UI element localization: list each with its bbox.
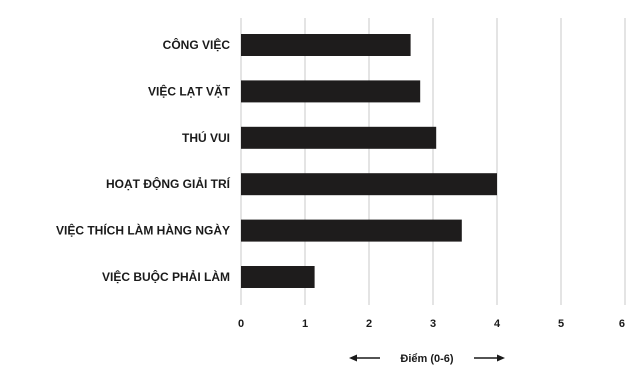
x-tick-label: 0 bbox=[238, 318, 244, 330]
bars bbox=[241, 34, 497, 288]
x-tick-label: 2 bbox=[366, 318, 372, 330]
x-axis-title-group: Điểm (0-6) bbox=[349, 353, 505, 365]
x-tick-label: 4 bbox=[494, 318, 501, 330]
bar bbox=[241, 80, 421, 103]
x-tick-label: 5 bbox=[558, 318, 564, 330]
category-label: THÚ VUI bbox=[182, 130, 230, 145]
bar bbox=[241, 34, 411, 56]
x-tick-labels: 0 1 2 3 4 5 6 bbox=[238, 318, 625, 330]
x-tick-label: 6 bbox=[619, 318, 625, 330]
right-arrow-icon bbox=[497, 354, 505, 362]
category-label: VIỆC BUỘC PHẢI LÀM bbox=[102, 269, 230, 284]
x-tick-label: 3 bbox=[430, 318, 436, 330]
bar bbox=[241, 173, 497, 196]
category-labels: CÔNG VIỆC VIỆC LẠT VẶT THÚ VUI HOẠT ĐỘNG GI… bbox=[56, 37, 231, 284]
category-label: HOẠT ĐỘNG GIẢI TRÍ bbox=[106, 176, 231, 191]
category-label: CÔNG VIỆC bbox=[163, 37, 231, 52]
left-arrow-icon bbox=[349, 354, 357, 362]
category-label: VIỆC LẠT VẶT bbox=[148, 83, 231, 98]
bar bbox=[241, 219, 462, 242]
bar bbox=[241, 126, 437, 149]
x-axis-title: Điểm (0-6) bbox=[400, 353, 454, 365]
bar bbox=[241, 266, 315, 288]
category-label: VIỆC THÍCH LÀM HÀNG NGÀY bbox=[56, 223, 230, 238]
gridlines bbox=[240, 18, 626, 305]
x-tick-label: 1 bbox=[302, 318, 308, 330]
